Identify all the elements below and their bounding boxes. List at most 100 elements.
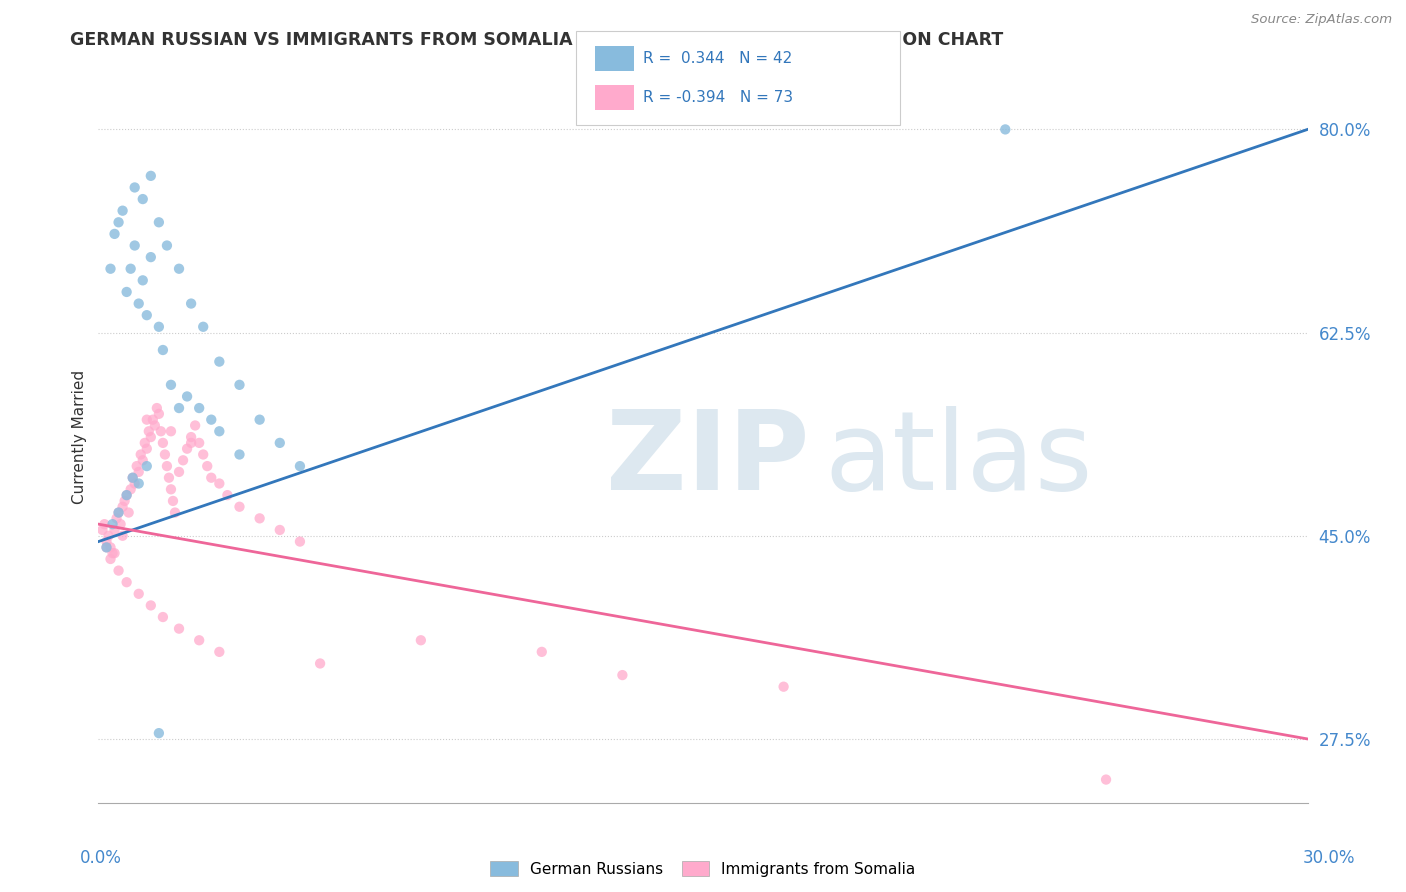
- Point: [180, 436, 202, 450]
- Point: [111, 500, 134, 514]
- Point: [124, 476, 146, 491]
- Point: [149, 424, 172, 438]
- Y-axis label: Currently Married: Currently Married: [72, 370, 87, 504]
- Point: [160, 377, 183, 392]
- Point: [115, 488, 138, 502]
- Point: [180, 296, 202, 310]
- Point: [120, 483, 142, 497]
- Point: [135, 308, 157, 322]
- Point: [121, 471, 143, 485]
- Point: [167, 622, 190, 636]
- Point: [156, 238, 179, 252]
- Legend: German Russians, Immigrants from Somalia: German Russians, Immigrants from Somalia: [484, 855, 922, 883]
- Point: [107, 506, 129, 520]
- Point: [167, 401, 190, 415]
- Point: [193, 448, 215, 462]
- Point: [107, 564, 129, 578]
- Point: [409, 633, 432, 648]
- Text: 0.0%: 0.0%: [80, 849, 122, 867]
- Point: [160, 424, 183, 438]
- Point: [195, 459, 218, 474]
- Point: [110, 517, 132, 532]
- Point: [200, 471, 222, 485]
- Point: [269, 523, 291, 537]
- Point: [208, 424, 231, 438]
- Point: [139, 250, 162, 264]
- Point: [134, 436, 156, 450]
- Point: [100, 261, 122, 276]
- Point: [200, 412, 222, 426]
- Point: [128, 296, 150, 310]
- Point: [152, 343, 174, 357]
- Point: [994, 122, 1017, 136]
- Point: [128, 476, 150, 491]
- Text: GERMAN RUSSIAN VS IMMIGRANTS FROM SOMALIA CURRENTLY MARRIED CORRELATION CHART: GERMAN RUSSIAN VS IMMIGRANTS FROM SOMALI…: [70, 31, 1004, 49]
- Point: [121, 471, 143, 485]
- Point: [217, 488, 239, 502]
- Point: [188, 401, 211, 415]
- Point: [128, 587, 150, 601]
- Point: [157, 471, 180, 485]
- Point: [148, 215, 170, 229]
- Point: [162, 494, 184, 508]
- Point: [160, 483, 183, 497]
- Point: [91, 523, 114, 537]
- Point: [132, 192, 155, 206]
- Point: [135, 459, 157, 474]
- Point: [249, 412, 271, 426]
- Point: [208, 476, 231, 491]
- Point: [97, 529, 120, 543]
- Point: [288, 459, 311, 474]
- Point: [167, 261, 190, 276]
- Point: [101, 546, 124, 560]
- Point: [143, 418, 166, 433]
- Point: [124, 238, 146, 252]
- Point: [101, 517, 124, 532]
- Point: [184, 418, 207, 433]
- Text: ZIP: ZIP: [606, 406, 810, 513]
- Point: [107, 506, 129, 520]
- Point: [148, 726, 170, 740]
- Point: [139, 599, 162, 613]
- Point: [612, 668, 634, 682]
- Point: [93, 517, 115, 532]
- Point: [120, 261, 142, 276]
- Point: [118, 506, 141, 520]
- Point: [148, 319, 170, 334]
- Text: atlas: atlas: [824, 406, 1092, 513]
- Point: [103, 523, 125, 537]
- Point: [152, 610, 174, 624]
- Text: Source: ZipAtlas.com: Source: ZipAtlas.com: [1251, 13, 1392, 27]
- Point: [208, 354, 231, 368]
- Point: [146, 401, 169, 415]
- Point: [111, 529, 134, 543]
- Point: [269, 436, 291, 450]
- Point: [105, 511, 128, 525]
- Point: [228, 377, 250, 392]
- Point: [772, 680, 794, 694]
- Point: [100, 541, 122, 555]
- Point: [132, 453, 155, 467]
- Point: [96, 534, 118, 549]
- Point: [96, 541, 118, 555]
- Point: [132, 273, 155, 287]
- Point: [1095, 772, 1118, 787]
- Point: [129, 448, 152, 462]
- Point: [163, 506, 186, 520]
- Point: [172, 453, 194, 467]
- Point: [103, 227, 125, 241]
- Point: [193, 319, 215, 334]
- Point: [309, 657, 332, 671]
- Point: [124, 180, 146, 194]
- Point: [138, 424, 160, 438]
- Point: [208, 645, 231, 659]
- Point: [103, 546, 125, 560]
- Point: [115, 575, 138, 590]
- Point: [153, 448, 176, 462]
- Point: [176, 389, 198, 403]
- Point: [135, 412, 157, 426]
- Point: [115, 488, 138, 502]
- Text: R = -0.394   N = 73: R = -0.394 N = 73: [643, 90, 793, 104]
- Point: [228, 448, 250, 462]
- Point: [100, 552, 122, 566]
